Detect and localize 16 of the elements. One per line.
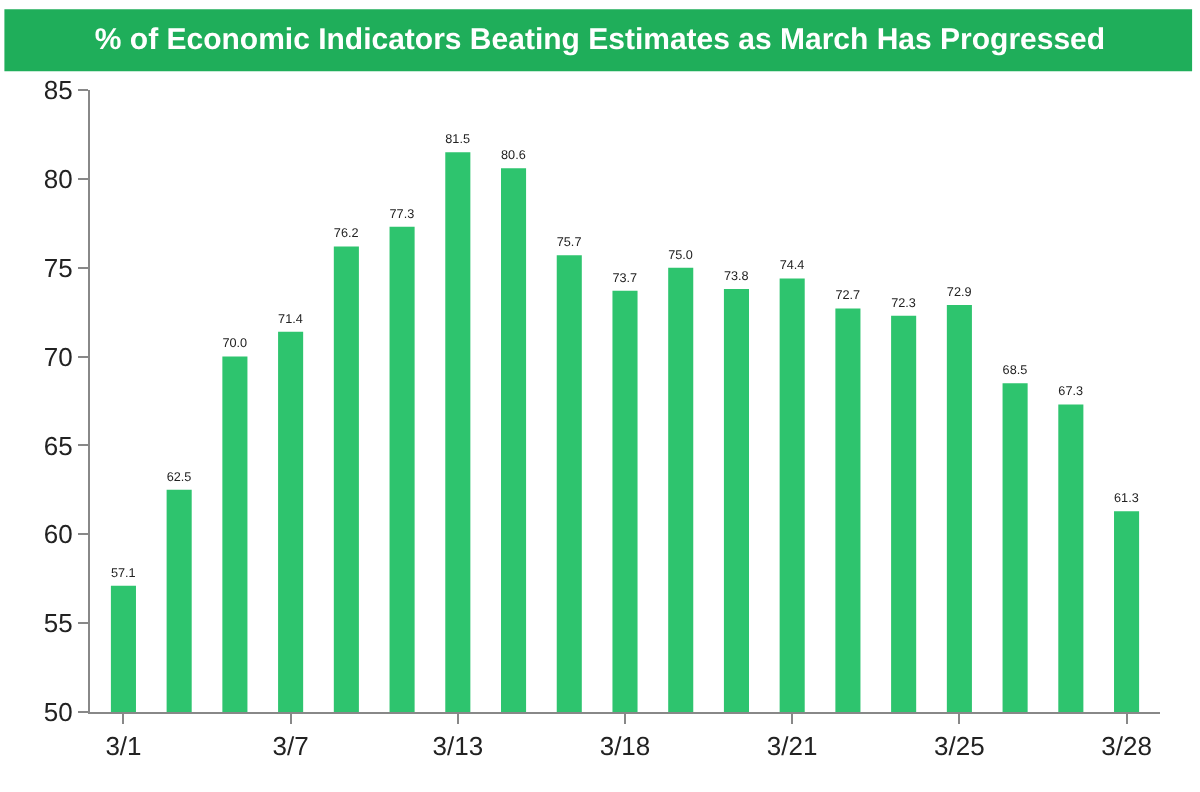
y-tick-label: 85 — [43, 75, 73, 106]
y-tick-label: 65 — [43, 430, 73, 461]
y-tick-label: 55 — [43, 608, 73, 639]
y-tick-label: 70 — [43, 341, 73, 372]
x-tick-label: 3/13 — [432, 731, 484, 762]
x-tick-label: 3/1 — [105, 731, 142, 762]
x-tick-label: 3/18 — [599, 731, 651, 762]
y-tick-label: 80 — [43, 163, 73, 194]
x-tick-label: 3/21 — [766, 731, 818, 762]
y-tick-label: 75 — [43, 252, 73, 283]
y-tick-label: 50 — [43, 697, 73, 728]
y-tick-label: 60 — [43, 519, 73, 550]
x-tick-label: 3/7 — [272, 731, 309, 762]
x-tick-label: 3/25 — [934, 731, 985, 762]
x-tick-label: 3/28 — [1101, 731, 1152, 762]
chart-title: % of Economic Indicators Beating Estimates as March Has Progressed — [94, 22, 1106, 57]
